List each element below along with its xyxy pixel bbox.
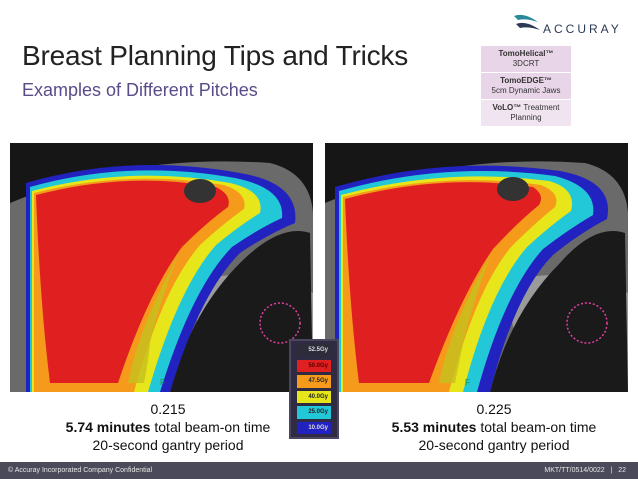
gantry-period-right: 20-second gantry period (418, 437, 570, 453)
page-subtitle: Examples of Different Pitches (22, 80, 258, 100)
footer-page-number: 22 (618, 467, 626, 474)
legend-level-0: 52.5Gy (297, 344, 331, 357)
beam-time-value-right: 5.53 minutes (391, 419, 477, 435)
beam-time-value-left: 5.74 minutes (65, 419, 151, 435)
footer-doc-id: MKT/TT/0514/0022 (544, 467, 605, 474)
technique-tags: TomoHelical™ 3DCRT TomoEDGE™ 5cm Dynamic… (481, 46, 571, 127)
tag-volo-detail: Treatment Planning (510, 103, 560, 122)
dose-image-left: F (10, 143, 313, 392)
tag-volo: VoLO™ Treatment Planning (481, 100, 571, 127)
accuray-logo-mark-icon (514, 14, 540, 30)
legend-level-5: 10.0Gy (297, 421, 331, 434)
tag-tomoedge-name: TomoEDGE™ (500, 76, 552, 85)
footer-separator: | (610, 467, 613, 474)
accuray-logo: ACCURAY (512, 12, 632, 40)
beam-time-suffix-left: total beam-on time (150, 419, 271, 435)
tag-tomohelical-detail: 3DCRT (512, 59, 540, 68)
legend-level-3: 40.0Gy (297, 390, 331, 403)
dose-legend: 52.5Gy 50.0Gy 47.5Gy 40.0Gy 25.0Gy 10.0G… (289, 339, 339, 439)
dose-image-right: F (325, 143, 628, 392)
pitch-value-right: 0.225 (476, 401, 512, 417)
tag-tomohelical: TomoHelical™ 3DCRT (481, 46, 571, 73)
tag-tomohelical-name: TomoHelical™ (498, 49, 554, 58)
legend-level-2: 47.5Gy (297, 375, 331, 388)
gantry-period-left: 20-second gantry period (92, 437, 244, 453)
pitch-value-left: 0.215 (150, 401, 186, 417)
legend-level-1: 50.0Gy (297, 359, 331, 372)
beam-time-left: 5.74 minutes total beam-on time (50, 418, 286, 436)
footer-confidential: © Accuray Incorporated Company Confident… (8, 467, 153, 474)
caption-left: 0.215 5.74 minutes total beam-on time 20… (50, 400, 286, 454)
dose-marker-right: F (465, 378, 470, 387)
legend-level-4: 25.0Gy (297, 406, 331, 419)
tag-volo-name: VoLO™ (492, 103, 522, 112)
caption-right: 0.225 5.53 minutes total beam-on time 20… (376, 400, 612, 454)
page-title: Breast Planning Tips and Tricks (22, 40, 408, 71)
tag-tomoedge-detail: 5cm Dynamic Jaws (491, 86, 561, 95)
footer-doc-info: MKT/TT/0514/0022 | 22 (544, 462, 626, 479)
beam-time-right: 5.53 minutes total beam-on time (376, 418, 612, 436)
beam-time-suffix-right: total beam-on time (476, 419, 597, 435)
dose-marker-left: F (160, 378, 165, 387)
footer-bar: © Accuray Incorporated Company Confident… (0, 462, 638, 479)
accuray-logo-text: ACCURAY (543, 22, 622, 36)
tag-tomoedge: TomoEDGE™ 5cm Dynamic Jaws (481, 73, 571, 100)
